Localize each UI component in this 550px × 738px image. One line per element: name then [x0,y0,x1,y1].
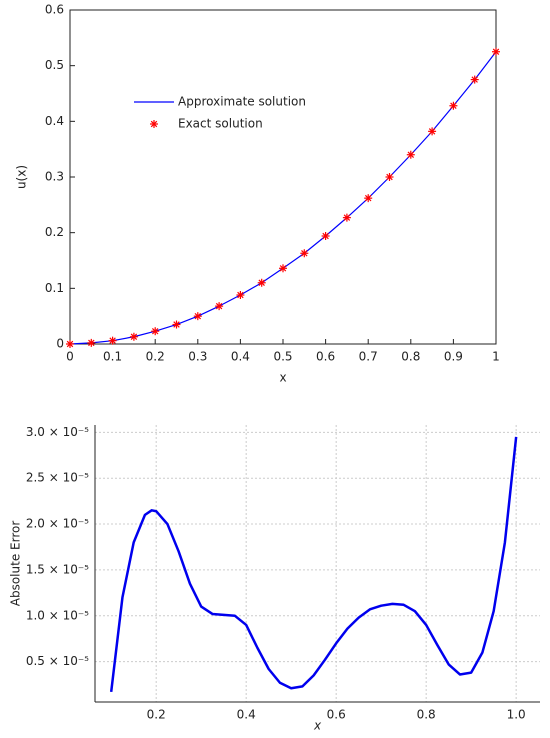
asterisk-stroke [364,194,372,202]
asterisk-stroke [237,291,244,299]
y-tick-label: 0.6 [45,3,64,17]
asterisk-marker [428,127,437,136]
asterisk-stroke [386,173,393,181]
asterisk-stroke [301,250,308,257]
asterisk-marker [279,264,287,273]
asterisk-marker [257,278,266,287]
asterisk-stroke [450,102,457,109]
asterisk-stroke [215,302,223,310]
x-axis-label: x [279,371,286,385]
x-tick-label: 0.2 [146,350,165,364]
asterisk-marker [87,338,96,347]
asterisk-marker [66,340,74,348]
asterisk-marker [108,336,117,345]
y-tick-label: 1.0 × 10⁻⁵ [26,608,89,622]
asterisk-stroke [343,214,351,221]
asterisk-marker [364,194,373,203]
asterisk-marker [172,320,181,329]
asterisk-stroke [428,128,436,135]
y-tick-label: 1.5 × 10⁻⁵ [26,562,89,576]
y-tick-label: 0.2 [45,225,64,239]
x-tick-label: 0.5 [273,350,292,364]
asterisk-marker [129,332,138,341]
x-tick-label: 0.4 [237,708,256,722]
x-tick-label: 0.6 [316,350,335,364]
y-tick-label: 2.5 × 10⁻⁵ [26,471,89,485]
asterisk-stroke [151,327,159,335]
y-tick-label: 0.3 [45,170,64,184]
y-tick-label: 2.0 × 10⁻⁵ [26,517,89,531]
asterisk-stroke [279,265,287,272]
asterisk-marker [406,150,415,159]
asterisk-marker [236,291,245,300]
y-tick-label: 0.4 [45,114,64,128]
x-tick-label: 0.1 [103,350,122,364]
y-axis-label: Absolute Error [9,521,23,607]
x-tick-label: 0.3 [188,350,207,364]
plot-frame [69,9,497,345]
x-tick-label: 1 [492,350,500,364]
asterisk-stroke [150,120,158,128]
legend-label: Exact solution [178,117,263,131]
asterisk-marker [193,312,202,321]
y-tick-label: 0.5 [45,58,64,72]
y-tick-label: 0.1 [45,281,64,295]
asterisk-stroke [130,333,138,340]
asterisk-stroke [88,339,95,347]
error-line [109,436,518,693]
asterisk-marker [385,173,394,181]
y-axis-label: u(x) [15,165,29,189]
asterisk-stroke [322,232,329,240]
asterisk-marker [470,75,479,84]
x-tick-label: 0.4 [231,350,250,364]
asterisk-marker [321,232,330,241]
asterisk-stroke [258,279,265,286]
y-tick-label: 0.5 × 10⁻⁵ [26,654,89,668]
legend-label: Approximate solution [178,95,306,109]
x-tick-label: 0.8 [401,350,420,364]
asterisk-marker [449,101,458,110]
asterisk-stroke [109,337,116,344]
asterisk-marker [300,249,309,258]
asterisk-stroke [173,321,180,328]
x-tick-label: 1.0 [507,708,526,722]
asterisk-stroke [492,48,500,55]
asterisk-marker [151,327,160,336]
asterisk-stroke [66,340,74,348]
asterisk-stroke [407,151,415,158]
asterisk-stroke [471,76,478,83]
x-tick-label: 0.9 [444,350,463,364]
x-tick-label: 0 [66,350,74,364]
y-tick-label: 3.0 × 10⁻⁵ [26,425,89,439]
x-axis-label: x [313,719,322,733]
x-tick-label: 0.8 [417,708,436,722]
x-tick-label: 0.7 [359,350,378,364]
x-tick-label: 0.6 [327,708,346,722]
asterisk-stroke [194,312,202,320]
asterisk-marker [492,47,500,56]
y-tick-label: 0 [56,337,64,351]
asterisk-marker [342,213,351,222]
asterisk-marker [150,120,158,128]
asterisk-marker [215,302,224,311]
x-tick-label: 0.2 [147,708,166,722]
